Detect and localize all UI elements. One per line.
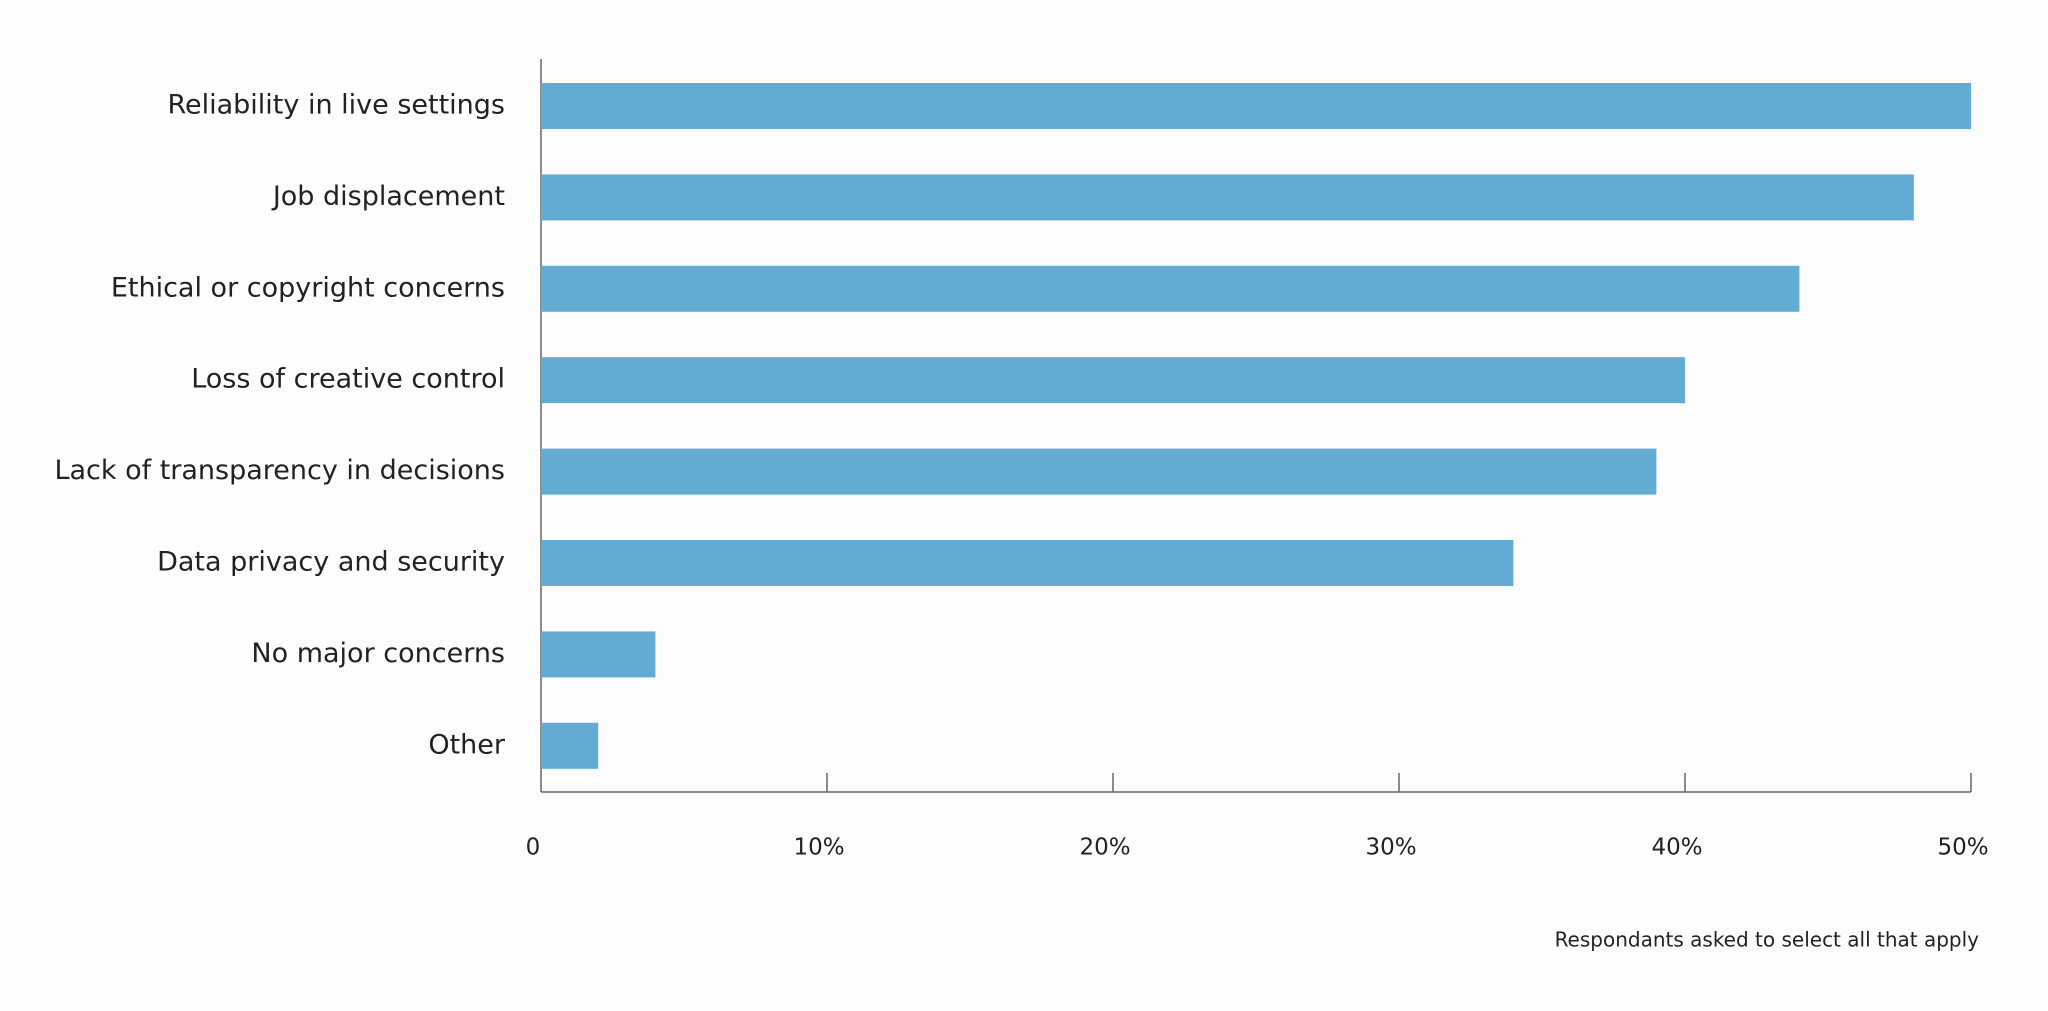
category-label: Other [428,729,506,760]
bar [541,174,1914,221]
category-label: Lack of transparency in decisions [54,455,505,486]
bar [541,448,1657,495]
bar [541,631,656,678]
category-label: Reliability in live settings [167,90,505,121]
x-tick-label: 20% [1079,835,1130,861]
bar [541,357,1685,404]
footnote: Respondants asked to select all that app… [1555,928,1980,952]
category-label: Loss of creative control [191,364,505,395]
category-label: Job displacement [271,181,505,212]
x-tick-label: 50% [1937,835,1988,861]
x-tick-label: 40% [1651,835,1702,861]
category-label: Ethical or copyright concerns [111,272,505,303]
bar [541,265,1800,312]
x-tick-label: 0 [526,835,541,861]
bar [541,540,1514,586]
category-label: Data privacy and security [157,547,505,578]
x-tick-label: 30% [1365,835,1416,861]
bar [541,722,599,769]
x-tick-label: 10% [793,835,844,861]
category-label: No major concerns [251,638,505,669]
bar [541,83,1971,129]
